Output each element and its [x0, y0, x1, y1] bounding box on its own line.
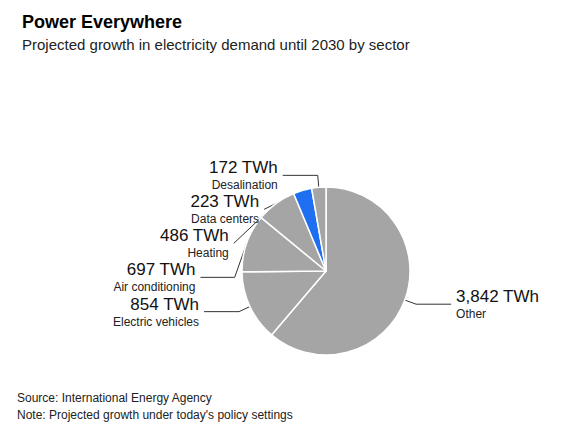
svg-text:Power Everywhere: Power Everywhere [22, 12, 182, 32]
svg-text:Projected growth in electricit: Projected growth in electricity demand u… [22, 36, 410, 53]
svg-text:3,842 TWh: 3,842 TWh [456, 287, 539, 306]
svg-text:Data centers: Data centers [191, 212, 259, 226]
svg-text:223 TWh: 223 TWh [190, 192, 259, 211]
svg-text:Desalination: Desalination [212, 178, 278, 192]
svg-text:697 TWh: 697 TWh [127, 260, 196, 279]
svg-text:486 TWh: 486 TWh [160, 226, 229, 245]
svg-text:172 TWh: 172 TWh [209, 158, 278, 177]
svg-text:Heating: Heating [187, 246, 228, 260]
svg-text:Air conditioning: Air conditioning [113, 280, 195, 294]
svg-text:Note: Projected growth under t: Note: Projected growth under today's pol… [17, 408, 293, 422]
svg-text:854 TWh: 854 TWh [130, 295, 199, 314]
svg-text:Electric vehicles: Electric vehicles [113, 315, 199, 329]
svg-text:Other: Other [456, 307, 486, 321]
svg-text:Source: International Energy A: Source: International Energy Agency [17, 391, 212, 405]
